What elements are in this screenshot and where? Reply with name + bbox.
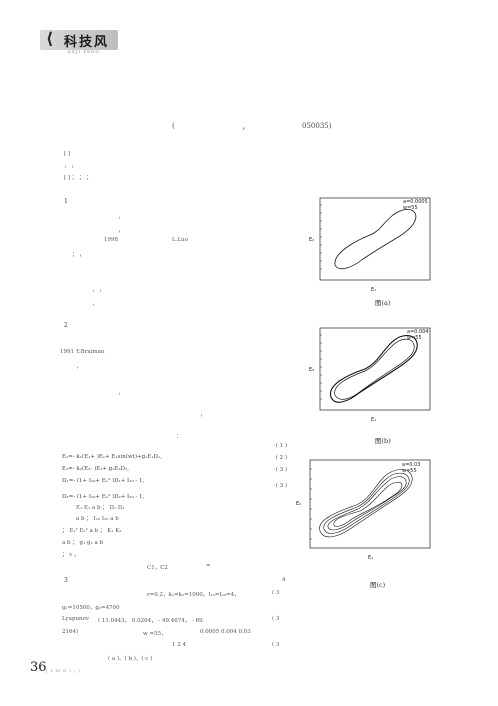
equation-number: ( 3 ) [275, 483, 287, 489]
variable-line-e: ； ε ， [62, 552, 80, 558]
section-2-number: 2 [64, 322, 68, 329]
plot-frame [319, 197, 431, 281]
logo-swoosh-icon: ⟨ [46, 29, 54, 48]
attractor-curve-inner [334, 338, 415, 400]
affiliation-open: ( [172, 122, 175, 130]
figure-c-plot: a=0.03 w=55 E₂ E₁ [296, 459, 431, 561]
legend-w-line: w=55 [407, 335, 422, 341]
legend-a-line-1: a=0.0005 [403, 199, 428, 205]
g-values: g₁=10500，g₂=4700 [62, 605, 120, 611]
attractor-curves [319, 469, 413, 538]
text-punct: ， [200, 412, 206, 418]
text-punct: ， [118, 228, 124, 234]
author-l-luo: L.Luo [172, 237, 188, 243]
capacitors-c1-c2: C1，C2 [147, 565, 168, 571]
variable-line-b: a b ； I₁₀ I₂₀ a b [76, 516, 119, 522]
variable-line-a: E₁ E₂ a b ； D₁ D₂ [76, 505, 125, 511]
logo-text: 科技风 [64, 35, 110, 50]
figure-b: a=0.004 w=55 E₂ E₁ 图(b) [305, 323, 435, 445]
figure-numbers: 1 2 4 [172, 642, 186, 648]
plot-frame [319, 327, 431, 411]
variable-line-d: a b ； g₁ g₂ a b [62, 540, 104, 546]
equation-number: ( 2 ) [275, 455, 287, 461]
equation-number: ( 3 ) [275, 467, 287, 473]
lyapunov-values: ( 11.0443， 0.0264， - 49.4674， - 69. [98, 618, 205, 624]
w-value: w =55， [143, 631, 167, 637]
equation-4: D₂=- (1+ I₂₀+ E₂² )D₂+ I₂₀ - 1, ( 3 ) [62, 483, 287, 500]
a-sequence: 0.0005 0.004 0.03 [200, 629, 251, 635]
figure-c-caption: 图(c) [370, 581, 386, 589]
text-punct: ， ， [92, 287, 105, 293]
lyapunov-continued: 2164) [62, 629, 79, 635]
y-axis-label: E₂ [309, 367, 314, 373]
y-axis-label: E₂ [296, 501, 301, 507]
text-punct: ， [118, 390, 124, 396]
x-axis-label: E₁ [371, 417, 376, 423]
abstract-punct: ， ， [64, 163, 77, 169]
reference-3a: ( 3 [272, 590, 280, 596]
figure-b-plot: a=0.004 w=55 E₂ E₁ [309, 327, 431, 423]
figure-a-plot: a=0.0005 w=55 E₂ E₁ [309, 197, 431, 293]
journal-logo: ⟨ 科技风 KEJI FENG [40, 29, 122, 56]
equation-1: E₁=- k₁(E₁+ )E₁+ E₂sin(wt)+g₁E₁D₁, ( 1 ) [62, 443, 287, 460]
logo-background [40, 30, 118, 50]
figure-a: a=0.0005 w=55 E₂ E₁ 图(a) [305, 193, 435, 307]
equation-body: D₁=- (1+ I₁₀+ E₁² )D₁+ I₁₀ - 1, [62, 478, 145, 484]
affiliation-postcode: 050035) [302, 122, 332, 130]
attractor-curve-outer [330, 334, 418, 403]
logo-subtext: KEJI FENG [68, 49, 100, 54]
figure-references: ( a )、( b )、( c ) [108, 656, 153, 662]
variable-line-c: ； E₁² E₂² a b ； K₁ K₂ [62, 528, 122, 534]
equation-3: D₁=- (1+ I₁₀+ E₁² )D₁+ I₁₀ - 1, ( 3 ) [62, 467, 287, 484]
year-1991: 1991 [60, 349, 74, 355]
equation-2: E₂=- k₂(E₂- )E₂+ g₂E₂D₂, ( 2 ) [62, 455, 287, 472]
y-ticks [320, 334, 322, 400]
legend-a-line-1: a=0.004 [407, 329, 429, 335]
lyapunov-label: Lyapunov [62, 616, 89, 622]
text-punct: ： [176, 434, 182, 440]
equation-body: E₂=- k₂(E₂- )E₂+ g₂E₂D₂, [62, 466, 129, 472]
y-ticks [320, 204, 322, 270]
text-punct: ； ， [72, 252, 85, 258]
page-number: 36 [30, 660, 47, 675]
figure-c: a=0.03 w=55 E₂ E₁ 图(c) [290, 455, 440, 589]
equation-body: E₁=- k₁(E₁+ )E₁+ E₂sin(wt)+g₁E₁D₁, [62, 454, 162, 460]
equation-block: E₁=- k₁(E₁+ )E₁+ E₂sin(wt)+g₁E₁D₁, ( 1 )… [62, 443, 287, 500]
text-punct: ， [92, 301, 98, 307]
section-1-number: 1 [64, 198, 68, 205]
y-ticks [310, 468, 312, 540]
text-punct: ， [76, 364, 82, 370]
affiliation-comma: ， [242, 123, 249, 131]
attractor-curve [334, 209, 417, 270]
keywords-bracket: [ ] ； ； ； [64, 175, 92, 181]
author-braiman: Y.Braiman [76, 349, 105, 355]
legend-w-line: w=55 [403, 205, 418, 211]
section-3-number: 3 [64, 577, 68, 584]
equation-number: ( 1 ) [275, 443, 287, 449]
year-1998: 1998 [104, 237, 118, 243]
x-axis-label: E₁ [368, 555, 373, 561]
y-axis-label: E₂ [309, 237, 314, 243]
equals-sign: = [206, 563, 211, 569]
reference-3b: ( 3 [272, 616, 280, 622]
text-punct: ， [118, 214, 124, 220]
parameter-values: r=0.2，k₁=k₂=1000，I₁₀=I₂₀=4， [147, 592, 240, 598]
legend-w-line: w=55 [402, 468, 417, 474]
legend-a-line-1: a=0.03 [402, 462, 420, 468]
x-axis-label: E₁ [371, 287, 376, 293]
number-four: 4 [282, 577, 286, 583]
figure-a-caption: 图(a) [375, 299, 391, 307]
footer-text: J I M E I / ) [46, 668, 82, 673]
reference-3c: ( 3 [272, 642, 280, 648]
plot-frame [309, 459, 431, 549]
figure-b-caption: 图(b) [375, 437, 391, 445]
equation-body: D₂=- (1+ I₂₀+ E₂² )D₂+ I₂₀ - 1, [62, 494, 145, 500]
abstract-bracket: [ ] [64, 151, 71, 157]
